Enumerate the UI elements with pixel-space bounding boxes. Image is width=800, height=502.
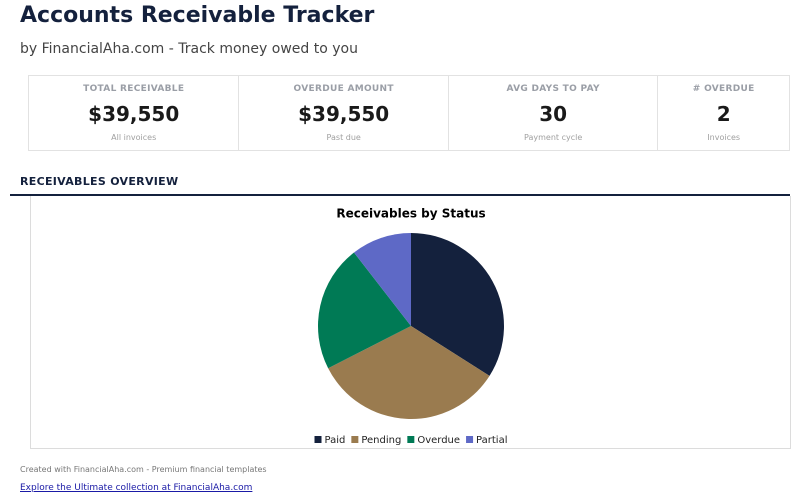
legend-label: Overdue [417,435,460,446]
pie-slice [317,252,411,369]
kpi-card: AVG DAYS TO PAY 30 Payment cycle [449,76,659,150]
kpi-row: TOTAL RECEIVABLE $39,550 All invoices OVERD… [28,75,790,151]
legend-swatch [351,436,359,443]
page-subtitle: by FinancialAha.com - Track money owed t… [20,41,358,57]
kpi-note: Payment cycle [524,133,583,142]
kpi-label: TOTAL RECEIVABLE [83,84,185,94]
kpi-note: Past due [326,133,361,142]
chart-title: Receivables by Status [336,207,485,221]
legend-label: Pending [361,435,401,446]
legend-swatch [466,436,474,443]
footer-credit: Created with FinancialAha.com - Premium … [20,465,267,474]
kpi-note: Invoices [707,133,741,142]
kpi-value: $39,550 [88,102,180,126]
kpi-label: AVG DAYS TO PAY [506,84,600,94]
section-rule [10,194,790,196]
kpi-note: All invoices [111,133,157,142]
kpi-card: OVERDUE AMOUNT $39,550 Past due [239,76,449,150]
pie-slice [411,233,504,376]
footer-link[interactable]: Explore the Ultimate collection at Finan… [20,483,253,493]
kpi-card: TOTAL RECEIVABLE $39,550 All invoices [29,76,240,150]
kpi-value: 2 [716,102,731,126]
pie-slice [353,233,411,326]
legend-label: Paid [325,435,346,446]
kpi-label: OVERDUE AMOUNT [293,84,394,94]
section-title: RECEIVABLES OVERVIEW [20,175,179,188]
kpi-card: # OVERDUE 2 Invoices [658,76,789,150]
legend-swatch [314,436,322,443]
page-title: Accounts Receivable Tracker [20,3,375,28]
legend-label: Partial [476,435,507,446]
kpi-label: # OVERDUE [692,84,755,94]
kpi-value: $39,550 [298,102,390,126]
kpi-value: 30 [539,102,568,126]
legend-swatch [407,436,415,443]
chart: Receivables by Status Paid Pending Overdue… [30,196,791,449]
pie-slice [328,326,490,419]
